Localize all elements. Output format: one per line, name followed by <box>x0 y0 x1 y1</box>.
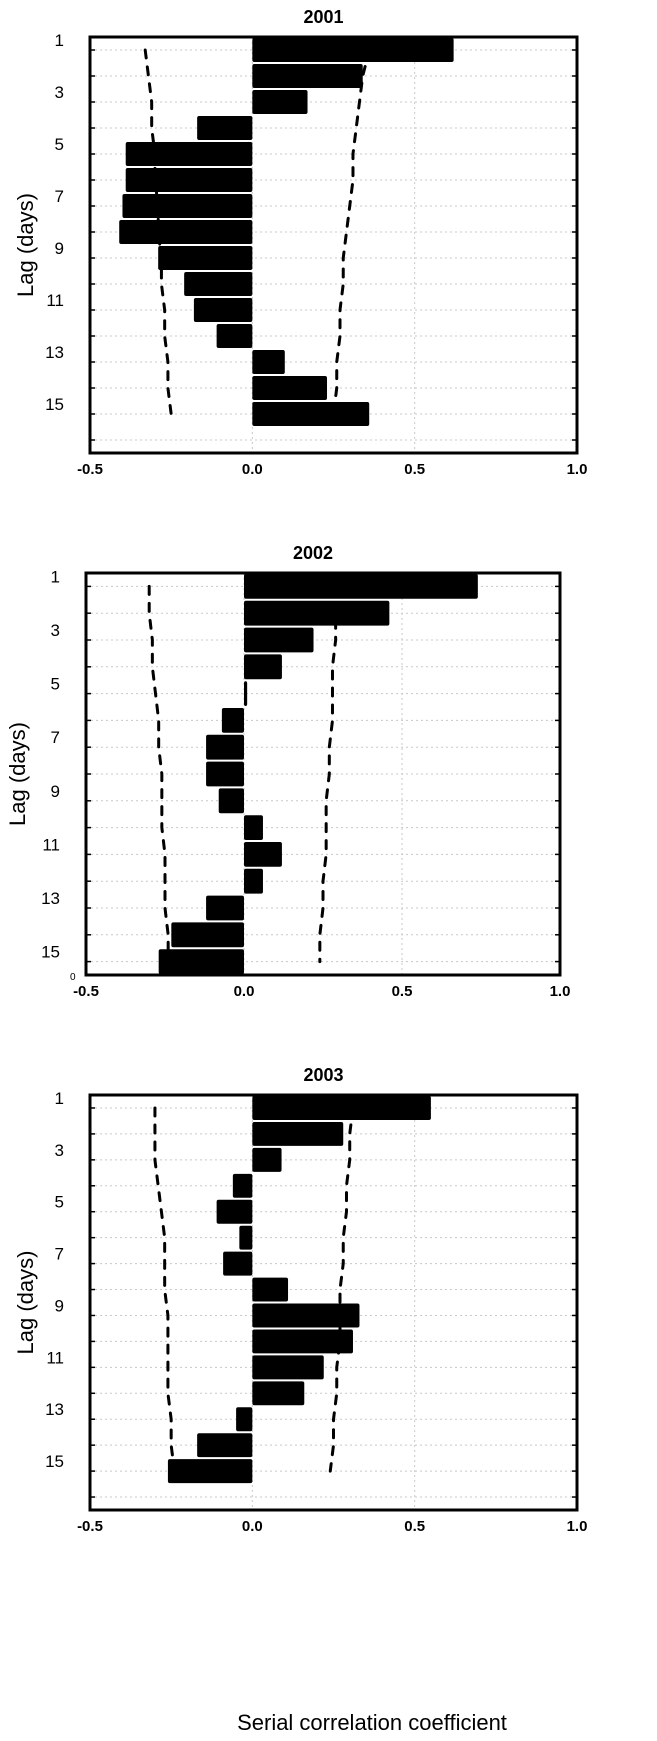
x-tick-label: -0.5 <box>73 983 99 1000</box>
x-tick-label: 0.5 <box>404 461 425 478</box>
x-tick-label: -0.5 <box>77 1518 103 1535</box>
confidence-limit-upper <box>332 48 371 416</box>
bar-lag-13 <box>252 350 285 374</box>
y-tick-label: 11 <box>46 1348 64 1367</box>
y-tick-label: 1 <box>55 31 64 50</box>
y-tick-label: 9 <box>55 1296 64 1315</box>
confidence-limit-lower <box>147 584 170 964</box>
bar-lag-2 <box>252 1121 344 1146</box>
bar-lag-8 <box>206 761 244 787</box>
y-tick-label: 11 <box>42 835 60 854</box>
bar-lag-2 <box>252 64 363 88</box>
confidence-limit-lower <box>143 48 173 416</box>
x-tick-label: 1.0 <box>550 983 571 1000</box>
bar-lag-12 <box>216 324 253 348</box>
bar-lag-8 <box>119 220 253 244</box>
bar-lag-3 <box>244 627 314 653</box>
bar-lag-7 <box>223 1251 253 1276</box>
y-tick-label: 5 <box>55 135 64 154</box>
bar-lag-6 <box>239 1225 253 1250</box>
bar-lag-3 <box>252 1147 282 1172</box>
plot-frame <box>88 35 579 455</box>
bar-lag-4 <box>197 116 253 140</box>
x-tick-label: 0.5 <box>392 983 413 1000</box>
bar-lag-15 <box>252 402 370 426</box>
y-tick-label: 5 <box>55 1193 64 1212</box>
plot-frame <box>88 1093 579 1512</box>
x-tick-label: -0.5 <box>77 461 103 478</box>
bar-lag-1 <box>252 1096 431 1120</box>
x-tick-label: 1.0 <box>567 1518 588 1535</box>
x-tick-label: 0.0 <box>242 1518 263 1535</box>
bar-lag-9 <box>158 246 253 270</box>
bar-lag-15 <box>158 949 244 974</box>
bar-lag-3 <box>252 90 308 114</box>
y-tick-label: 11 <box>46 291 64 310</box>
bar-lag-12 <box>252 1381 305 1406</box>
bar-lag-14 <box>197 1433 253 1458</box>
bar-lag-13 <box>206 895 244 921</box>
y-tick-label: 3 <box>55 83 64 102</box>
y-tick-label: 9 <box>55 239 64 258</box>
y-tick-label: 13 <box>45 343 64 362</box>
x-tick-label: 0.0 <box>234 983 255 1000</box>
y-tick-label: 15 <box>45 395 64 414</box>
bar-lag-10 <box>244 815 263 840</box>
bar-lag-9 <box>252 1303 360 1328</box>
bar-lag-1 <box>244 574 478 599</box>
y-tick-label: 1 <box>51 567 60 586</box>
bar-lag-10 <box>184 272 253 296</box>
y-tick-label: 7 <box>51 728 60 747</box>
bar-lag-11 <box>252 1355 324 1380</box>
chart-title: 2003 <box>303 1065 343 1085</box>
bar-lag-8 <box>252 1277 289 1302</box>
y-tick-label: 3 <box>51 621 60 640</box>
bar-lag-15 <box>167 1459 253 1484</box>
bar-lag-10 <box>252 1329 353 1354</box>
bar-lag-7 <box>206 734 244 760</box>
confidence-limit-upper <box>318 584 341 964</box>
bar-lag-1 <box>252 38 454 62</box>
y-tick-label: 5 <box>51 675 60 694</box>
y-axis-label: Lag (days) <box>13 193 38 297</box>
y-tick-label: 15 <box>45 1452 64 1471</box>
bar-lag-11 <box>244 842 282 867</box>
y-axis-label: Lag (days) <box>13 1251 38 1355</box>
y-tick-label: 15 <box>41 943 60 962</box>
x-tick-label: 0.5 <box>404 1518 425 1535</box>
bar-lag-14 <box>171 922 244 948</box>
y-tick-label: 7 <box>55 1245 64 1264</box>
corner-label: 0 <box>70 972 76 983</box>
y-tick-label: 1 <box>55 1089 64 1108</box>
chart-title: 2002 <box>293 543 333 563</box>
bar-lag-6 <box>125 168 253 192</box>
bar-lag-7 <box>122 194 253 218</box>
y-axis-label: Lag (days) <box>5 722 30 826</box>
x-tick-label: 0.0 <box>242 461 263 478</box>
bar-lag-4 <box>244 654 282 680</box>
bar-lag-11 <box>193 298 253 322</box>
bar-lag-2 <box>244 600 390 626</box>
bar-lag-14 <box>252 376 328 400</box>
figure-x-axis-label: Serial correlation coefficient <box>237 1710 507 1735</box>
bar-lag-12 <box>244 868 263 894</box>
bar-lag-5 <box>216 1199 253 1224</box>
y-tick-label: 9 <box>51 782 60 801</box>
bar-lag-4 <box>232 1173 253 1198</box>
bar-lag-6 <box>221 708 244 733</box>
chart-title: 2001 <box>303 7 343 27</box>
y-tick-label: 13 <box>41 889 60 908</box>
x-tick-label: 1.0 <box>567 461 588 478</box>
y-tick-label: 3 <box>55 1141 64 1160</box>
bar-lag-9 <box>218 788 244 814</box>
bar-lag-13 <box>236 1407 253 1432</box>
bar-lag-5 <box>244 681 248 706</box>
y-tick-label: 13 <box>45 1400 64 1419</box>
bar-lag-5 <box>125 142 253 166</box>
y-tick-label: 7 <box>55 187 64 206</box>
